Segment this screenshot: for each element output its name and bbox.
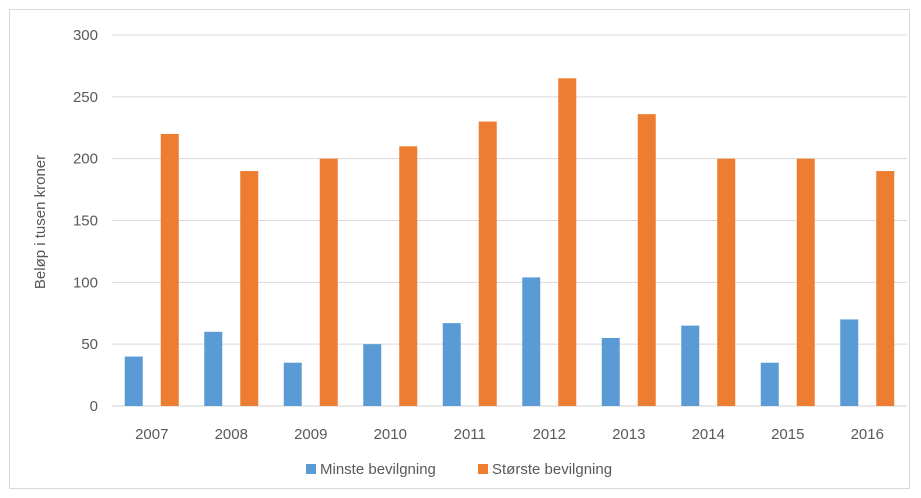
chart-frame: [9, 9, 910, 489]
bar-storste: [558, 78, 577, 407]
y-tick-labels: 0 50 100 150 200 250 300: [73, 27, 98, 415]
bar-minste: [442, 323, 461, 406]
x-tick-label: 2013: [612, 426, 645, 443]
bar-storste: [160, 133, 179, 406]
bar-minste: [760, 362, 779, 406]
bar-storste: [796, 158, 815, 406]
bar-minste: [681, 325, 700, 406]
legend-swatch: [478, 464, 488, 474]
y-tick-label: 0: [90, 398, 98, 415]
bar-storste: [399, 146, 418, 407]
bar-minste: [204, 331, 223, 406]
y-tick-label: 200: [73, 151, 98, 168]
gridlines: [112, 34, 907, 407]
x-tick-label: 2014: [692, 426, 725, 443]
x-tick-label: 2016: [851, 426, 884, 443]
bar-minste: [283, 362, 302, 406]
y-tick-label: 100: [73, 274, 98, 291]
bar-minste: [601, 337, 620, 406]
bar-storste: [637, 114, 656, 406]
x-tick-label: 2012: [533, 426, 566, 443]
legend-label: Minste bevilgning: [320, 461, 436, 478]
x-tick-labels: 2007 2008 2009 2010 2011 2012 2013 2014 2015 2016: [135, 426, 884, 443]
y-axis-label: Beløp i tusen kroner: [32, 155, 49, 289]
bar-minste: [522, 277, 541, 406]
bar-storste: [717, 158, 736, 406]
bar-storste: [319, 158, 338, 406]
bar-minste: [124, 356, 143, 406]
legend-swatch: [306, 464, 316, 474]
bar-minste: [840, 319, 859, 406]
x-tick-label: 2010: [374, 426, 407, 443]
x-tick-label: 2011: [454, 426, 486, 443]
bar-minste: [363, 344, 382, 406]
bars: [124, 78, 895, 407]
bar-storste: [240, 171, 259, 406]
legend: Minste bevilgning Største bevilgning: [306, 461, 612, 478]
x-tick-label: 2007: [135, 426, 168, 443]
y-tick-label: 250: [73, 89, 98, 106]
bar-storste: [876, 171, 895, 406]
x-tick-label: 2008: [215, 426, 248, 443]
legend-label: Største bevilgning: [492, 461, 612, 478]
y-tick-label: 50: [81, 336, 98, 353]
x-tick-label: 2009: [294, 426, 327, 443]
y-tick-label: 300: [73, 27, 98, 44]
y-tick-label: 150: [73, 213, 98, 230]
x-tick-label: 2015: [771, 426, 804, 443]
bar-storste: [478, 121, 497, 407]
